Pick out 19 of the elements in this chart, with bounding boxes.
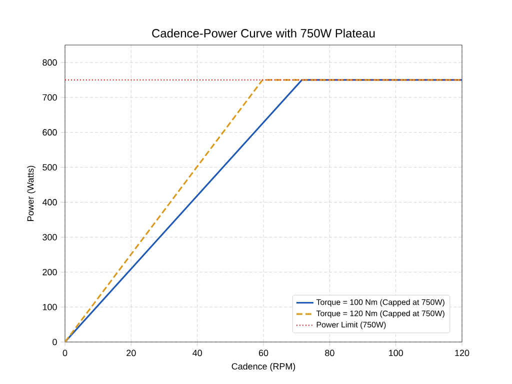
x-tick-label: 20: [126, 350, 136, 356]
y-tick-label: 0: [52, 338, 57, 346]
y-tick-label: 500: [42, 164, 57, 170]
y-axis-title: Power (Watts): [27, 166, 36, 221]
x-tick-label: 40: [192, 350, 202, 356]
y-tick-label: 600: [42, 129, 57, 136]
y-tick-label: 100: [42, 304, 57, 310]
y-tick-label: 400: [42, 199, 57, 206]
x-tick-label: 0: [62, 350, 68, 356]
x-tick-label: 100: [389, 350, 403, 356]
chart-title: Cadence-Power Curve with 750W Plateau: [152, 28, 375, 38]
y-tick-label: 700: [42, 94, 57, 101]
x-tick-label: 120: [455, 350, 470, 356]
y-tick-label: 200: [42, 268, 57, 276]
x-axis-title: Cadence (RPM): [232, 362, 296, 372]
x-tick-label: 60: [258, 350, 268, 356]
y-tick-label: 800: [42, 59, 57, 66]
y-tick-label: 300: [42, 234, 57, 240]
x-tick-label: 80: [325, 350, 334, 356]
